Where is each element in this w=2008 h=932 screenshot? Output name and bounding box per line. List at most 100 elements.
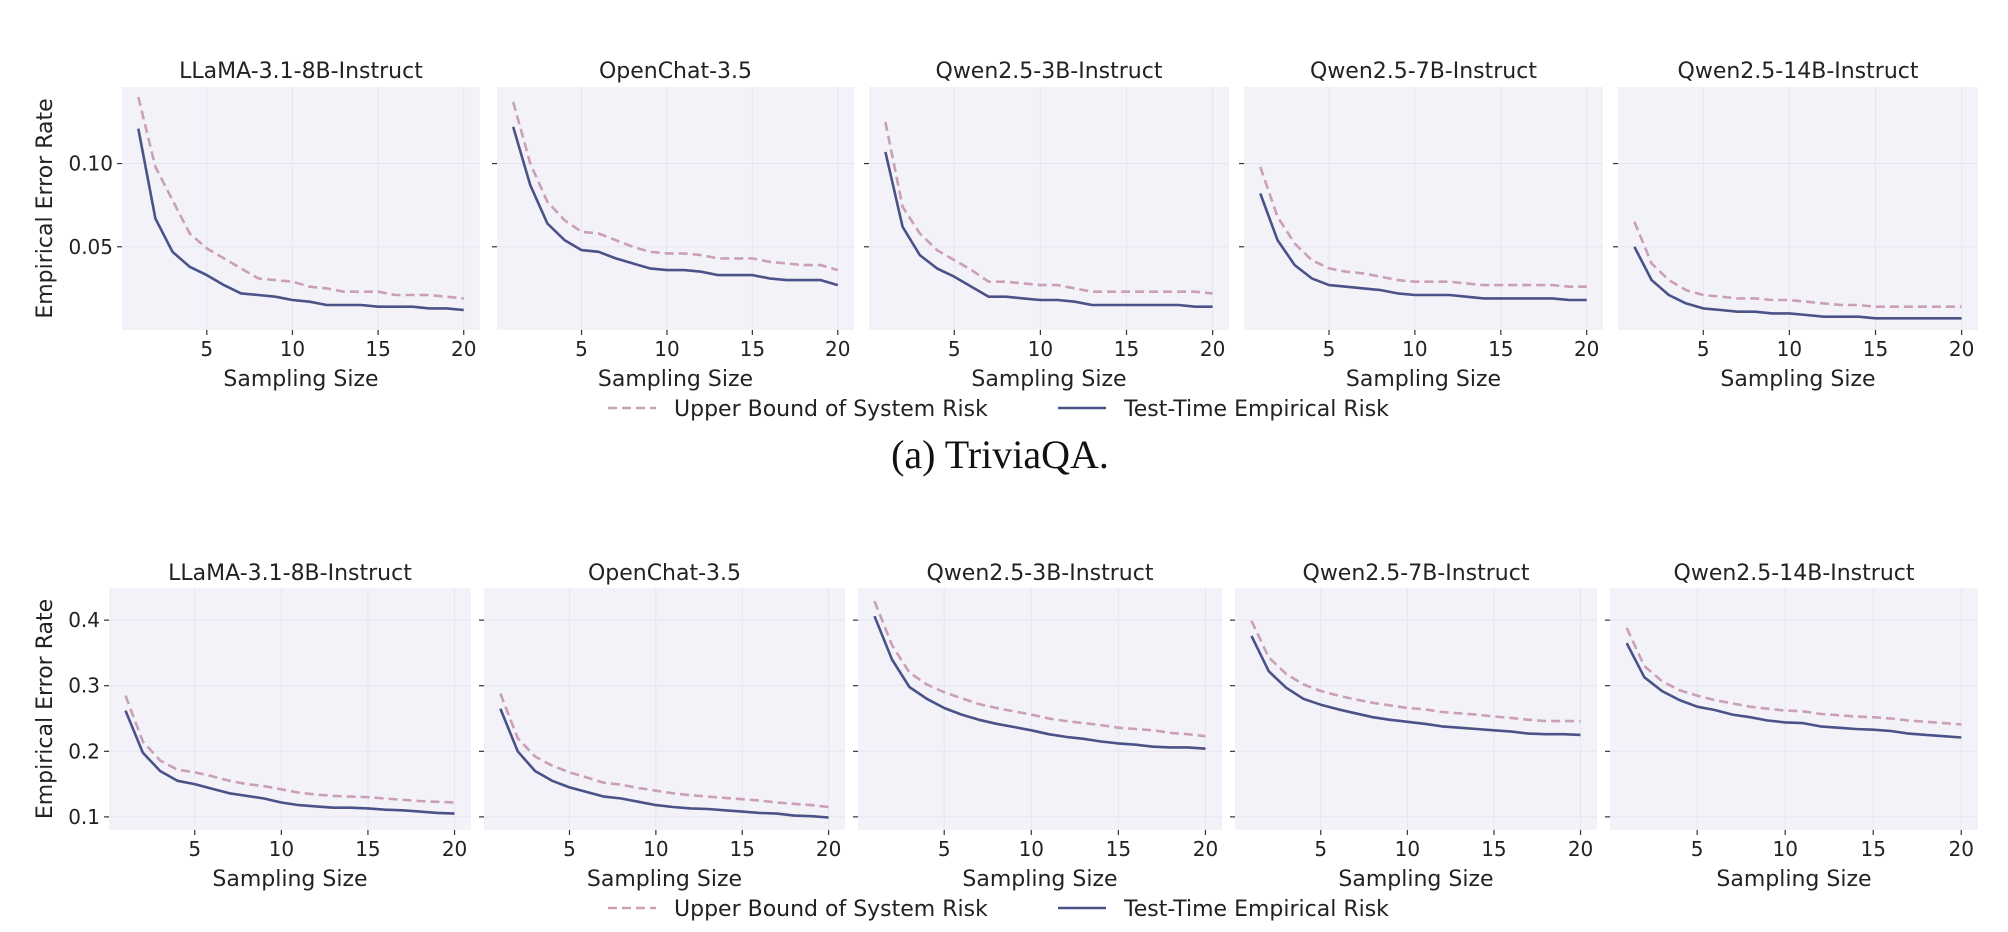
- x-tick-label: 15: [730, 837, 755, 861]
- subplot-title: OpenChat-3.5: [599, 59, 752, 84]
- x-axis-label: Sampling Size: [1346, 367, 1501, 392]
- subplot-title: LLaMA-3.1-8B-Instruct: [179, 59, 423, 84]
- subplot-panel: Qwen2.5-7B-Instruct 5 10 15 20 Sampling Size: [1230, 561, 1597, 892]
- x-tick-label: 15: [1481, 837, 1506, 861]
- subplot-panel: LLaMA-3.1-8B-Instruct 5 10 15 20 0.05 0.10 Samp…: [68, 59, 480, 392]
- series-line-empirical-risk: [1250, 635, 1581, 737]
- caption-a: (a) TriviaQA.: [891, 432, 1109, 477]
- x-tick-label: 10: [1402, 337, 1427, 361]
- y-tick-label: 0.4: [68, 608, 100, 632]
- subplot-title: Qwen2.5-3B-Instruct: [936, 59, 1163, 84]
- x-tick-label: 10: [643, 837, 668, 861]
- x-axis-label: Sampling Size: [223, 367, 378, 392]
- x-tick-label: 20: [451, 337, 476, 361]
- series-line-empirical-risk: [124, 710, 455, 815]
- series-line-empirical-risk: [1259, 193, 1587, 302]
- x-tick-label: 15: [1861, 837, 1886, 861]
- x-tick-label: 15: [1106, 837, 1131, 861]
- series-line-empirical-risk: [1633, 246, 1962, 320]
- x-axis-label: Sampling Size: [587, 867, 742, 892]
- plot-area: [1618, 87, 1978, 330]
- subplot-panel: LLaMA-3.1-8B-Instruct 5 10 15 20 0.1 0.2 0.3 0.4…: [68, 561, 471, 892]
- subplot-title: Qwen2.5-14B-Instruct: [1674, 561, 1915, 586]
- x-tick-label: 10: [269, 837, 294, 861]
- x-axis-label: Sampling Size: [971, 367, 1126, 392]
- x-tick-label: 5: [188, 837, 201, 861]
- x-axis-label: Sampling Size: [1720, 367, 1875, 392]
- x-axis-label: Sampling Size: [1338, 867, 1493, 892]
- x-tick-label: 15: [1863, 337, 1888, 361]
- x-tick-label: 20: [816, 837, 841, 861]
- legend-label: Upper Bound of System Risk: [674, 897, 988, 922]
- x-tick-label: 5: [1691, 837, 1704, 861]
- x-tick-label: 20: [1200, 337, 1225, 361]
- plot-area: [858, 588, 1222, 830]
- subplot-title: Qwen2.5-3B-Instruct: [927, 561, 1154, 586]
- y-axis-label: Empirical Error Rate: [33, 98, 58, 318]
- y-tick-label: 0.3: [68, 674, 100, 698]
- subplot-title: Qwen2.5-14B-Instruct: [1678, 59, 1919, 84]
- plot-area: [1610, 588, 1978, 830]
- x-tick-label: 20: [1949, 837, 1974, 861]
- x-tick-label: 5: [1697, 337, 1710, 361]
- plot-area: [869, 87, 1229, 330]
- subplot-panel: OpenChat-3.5 5 10 15 20 Sampling Size: [492, 59, 854, 392]
- subplot-title: Qwen2.5-7B-Instruct: [1310, 59, 1537, 84]
- subplot-row-1: Empirical Error Rate LLaMA-3.1-8B-Instruc…: [33, 59, 1978, 422]
- series-line-empirical-risk: [499, 708, 829, 819]
- series-line-empirical-risk: [511, 126, 839, 287]
- x-tick-label: 5: [938, 837, 951, 861]
- x-tick-label: 20: [1949, 337, 1974, 361]
- x-tick-label: 5: [1314, 837, 1327, 861]
- series-line-empirical-risk: [1625, 642, 1962, 739]
- x-tick-label: 5: [575, 337, 588, 361]
- x-tick-label: 10: [1028, 337, 1053, 361]
- x-tick-label: 20: [442, 837, 467, 861]
- x-tick-label: 10: [280, 337, 305, 361]
- series-line-upper-bound: [1250, 620, 1581, 723]
- x-axis-label: Sampling Size: [598, 367, 753, 392]
- subplot-title: OpenChat-3.5: [588, 561, 741, 586]
- x-tick-label: 15: [365, 337, 390, 361]
- subplot-panel: Qwen2.5-14B-Instruct 5 10 15 20 Sampling Size: [1605, 561, 1978, 892]
- x-tick-label: 15: [1488, 337, 1513, 361]
- plot-area: [1244, 87, 1603, 330]
- subplot-panel: Qwen2.5-7B-Instruct 5 10 15 20 Sampling Size: [1239, 59, 1603, 392]
- x-tick-label: 5: [1323, 337, 1336, 361]
- plot-area: [109, 588, 471, 830]
- subplot-panel: Qwen2.5-14B-Instruct 5 10 15 20 Sampling Size: [1613, 59, 1978, 392]
- subplot-title: LLaMA-3.1-8B-Instruct: [168, 561, 412, 586]
- y-axis-label: Empirical Error Rate: [33, 599, 58, 819]
- x-tick-label: 5: [200, 337, 213, 361]
- x-tick-label: 10: [654, 337, 679, 361]
- subplot-panel: OpenChat-3.5 5 10 15 20 Sampling Size: [479, 561, 845, 892]
- plot-area: [484, 588, 845, 830]
- legend-label: Test-Time Empirical Risk: [1123, 397, 1389, 422]
- legend-label: Upper Bound of System Risk: [674, 397, 988, 422]
- series-line-upper-bound: [1625, 627, 1962, 726]
- x-tick-label: 20: [825, 337, 850, 361]
- subplot-panel: Qwen2.5-3B-Instruct 5 10 15 20 Sampling Size: [853, 561, 1222, 892]
- y-tick-label: 0.1: [68, 805, 100, 829]
- legend-label: Test-Time Empirical Risk: [1123, 897, 1389, 922]
- series-line-upper-bound: [1633, 221, 1962, 309]
- x-tick-label: 5: [563, 837, 576, 861]
- series-line-upper-bound: [873, 600, 1206, 738]
- x-tick-label: 15: [1114, 337, 1139, 361]
- x-axis-label: Sampling Size: [1716, 867, 1871, 892]
- x-tick-label: 15: [740, 337, 765, 361]
- subplot-row-2: Empirical Error Rate LLaMA-3.1-8B-Instruc…: [33, 561, 1978, 922]
- x-tick-label: 5: [948, 337, 961, 361]
- legend: Upper Bound of System Risk Test-Time Empi…: [608, 397, 1389, 422]
- x-tick-label: 15: [355, 837, 380, 861]
- x-tick-label: 10: [1019, 837, 1044, 861]
- x-axis-label: Sampling Size: [962, 867, 1117, 892]
- series-line-empirical-risk: [873, 615, 1206, 750]
- subplot-panel: Qwen2.5-3B-Instruct 5 10 15 20 Sampling Size: [864, 59, 1229, 392]
- legend: Upper Bound of System Risk Test-Time Empi…: [608, 897, 1389, 922]
- series-line-upper-bound: [511, 101, 839, 272]
- plot-area: [122, 87, 480, 330]
- y-tick-label: 0.05: [68, 235, 113, 259]
- x-tick-label: 10: [1777, 337, 1802, 361]
